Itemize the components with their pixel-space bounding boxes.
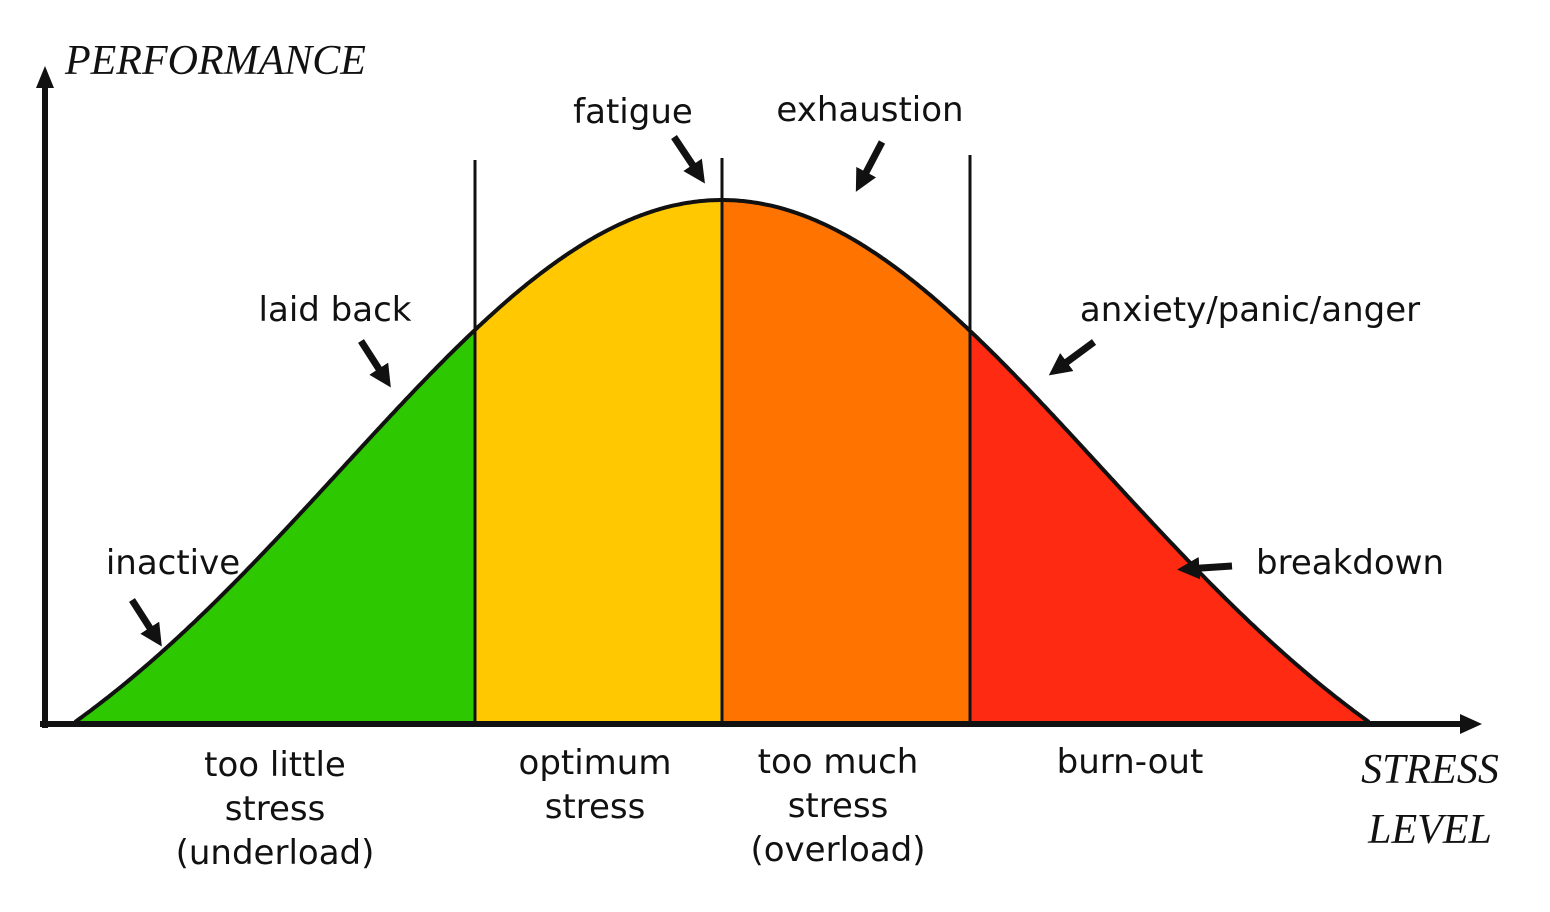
zone-label: too much	[758, 742, 919, 782]
annotation: fatigue	[573, 92, 693, 132]
arrow	[1177, 556, 1233, 580]
arrow	[358, 339, 391, 388]
arrow	[855, 140, 886, 192]
y-axis-label: PERFORMANCE	[64, 38, 366, 84]
annotation: exhaustion	[776, 90, 963, 130]
zone-label: burn-out	[1057, 742, 1204, 782]
arrow	[129, 598, 162, 647]
x-axis-label: STRESS	[1361, 747, 1499, 793]
zone-label: optimum	[519, 743, 672, 783]
annotation: inactive	[106, 543, 240, 583]
zone-label: stress	[225, 789, 326, 829]
annotation: breakdown	[1256, 543, 1444, 583]
zone-label: stress	[545, 787, 646, 827]
arrows	[129, 135, 1233, 647]
zone-label: (underload)	[176, 833, 375, 873]
zone-fill	[970, 330, 1370, 722]
zone-label: stress	[788, 786, 889, 826]
y-axis-arrow	[36, 66, 54, 88]
arrow	[1048, 339, 1097, 376]
x-axis-label: LEVEL	[1367, 807, 1492, 853]
curve-fills	[73, 198, 1371, 724]
zone-label: too little	[204, 745, 346, 785]
zone-fill	[475, 200, 722, 722]
zone-label: (overload)	[750, 830, 925, 870]
zone-fill	[75, 329, 475, 722]
annotation: laid back	[259, 290, 412, 330]
x-axis-arrow	[1460, 714, 1482, 734]
zone-fill	[722, 200, 970, 722]
arrow	[671, 135, 705, 184]
annotation: anxiety/panic/anger	[1080, 290, 1420, 330]
